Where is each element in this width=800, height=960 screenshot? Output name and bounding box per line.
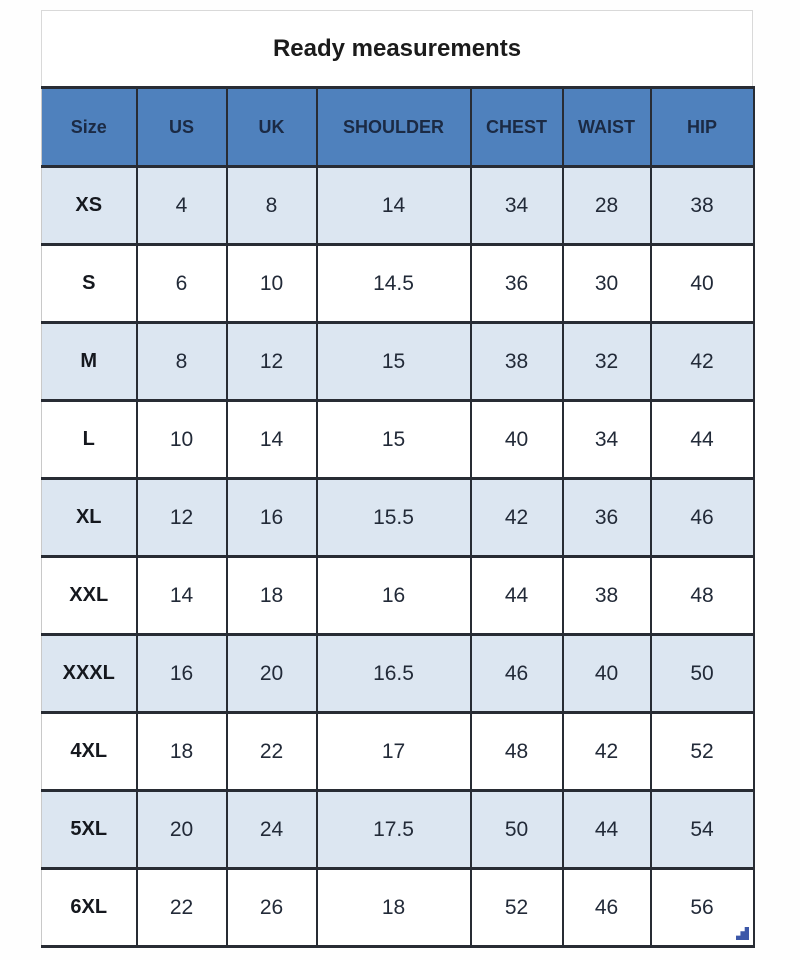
col-header-size: Size <box>41 86 138 168</box>
cell-chest: 46 <box>469 633 564 714</box>
cell-us: 4 <box>135 165 228 246</box>
cell-chest: 42 <box>469 477 564 558</box>
cell-waist: 30 <box>561 243 652 324</box>
row-label-size: S <box>41 243 138 324</box>
cell-shoulder: 14.5 <box>315 243 472 324</box>
cell-hip: 46 <box>649 477 755 558</box>
cell-waist: 28 <box>561 165 652 246</box>
cell-chest: 50 <box>469 789 564 870</box>
cell-shoulder: 15 <box>315 321 472 402</box>
chart-title: Ready measurements <box>272 34 522 62</box>
table-row: 5XL 20 24 17.5 50 44 54 <box>41 789 755 870</box>
cell-chest: 40 <box>469 399 564 480</box>
cell-waist: 40 <box>561 633 652 714</box>
col-header-hip: HIP <box>649 86 755 168</box>
cell-chest: 44 <box>469 555 564 636</box>
cell-waist: 34 <box>561 399 652 480</box>
row-label-size: XL <box>41 477 138 558</box>
cell-waist: 44 <box>561 789 652 870</box>
cell-hip: 40 <box>649 243 755 324</box>
cell-chest: 48 <box>469 711 564 792</box>
cell-us: 8 <box>135 321 228 402</box>
cell-hip: 52 <box>649 711 755 792</box>
header-row: Size US UK SHOULDER CHEST WAIST HIP <box>41 86 755 168</box>
cell-uk: 20 <box>225 633 318 714</box>
row-label-size: M <box>41 321 138 402</box>
cell-shoulder: 16.5 <box>315 633 472 714</box>
cell-us: 22 <box>135 867 228 948</box>
cell-shoulder: 17.5 <box>315 789 472 870</box>
col-header-waist: WAIST <box>561 86 652 168</box>
row-label-size: XXXL <box>41 633 138 714</box>
table-row: L 10 14 15 40 34 44 <box>41 399 755 480</box>
cell-us: 10 <box>135 399 228 480</box>
cell-shoulder: 16 <box>315 555 472 636</box>
size-chart: Ready measurements Size US UK SHOULDER C… <box>41 10 755 948</box>
row-label-size: L <box>41 399 138 480</box>
cell-uk: 22 <box>225 711 318 792</box>
cell-shoulder: 17 <box>315 711 472 792</box>
cell-uk: 24 <box>225 789 318 870</box>
cell-chest: 52 <box>469 867 564 948</box>
cell-us: 18 <box>135 711 228 792</box>
cell-hip: 48 <box>649 555 755 636</box>
table-row: S 6 10 14.5 36 30 40 <box>41 243 755 324</box>
cell-hip: 50 <box>649 633 755 714</box>
cell-hip: 38 <box>649 165 755 246</box>
cell-chest: 38 <box>469 321 564 402</box>
table-row: XL 12 16 15.5 42 36 46 <box>41 477 755 558</box>
table-row: XXL 14 18 16 44 38 48 <box>41 555 755 636</box>
cell-waist: 38 <box>561 555 652 636</box>
cell-hip: 44 <box>649 399 755 480</box>
cell-shoulder: 14 <box>315 165 472 246</box>
cell-us: 20 <box>135 789 228 870</box>
cell-uk: 12 <box>225 321 318 402</box>
size-table: Size US UK SHOULDER CHEST WAIST HIP XS 4… <box>41 86 755 948</box>
row-label-size: XXL <box>41 555 138 636</box>
row-label-size: 6XL <box>41 867 138 948</box>
cell-uk: 10 <box>225 243 318 324</box>
cell-chest: 36 <box>469 243 564 324</box>
table-row: 6XL 22 26 18 52 46 56 <box>41 867 755 948</box>
cell-hip: 54 <box>649 789 755 870</box>
cell-us: 14 <box>135 555 228 636</box>
col-header-shoulder: SHOULDER <box>315 86 472 168</box>
cell-uk: 14 <box>225 399 318 480</box>
cell-us: 6 <box>135 243 228 324</box>
col-header-uk: UK <box>225 86 318 168</box>
row-label-size: XS <box>41 165 138 246</box>
table-row: 4XL 18 22 17 48 42 52 <box>41 711 755 792</box>
table-row: M 8 12 15 38 32 42 <box>41 321 755 402</box>
cell-uk: 18 <box>225 555 318 636</box>
row-label-size: 4XL <box>41 711 138 792</box>
cell-shoulder: 15.5 <box>315 477 472 558</box>
cell-hip: 42 <box>649 321 755 402</box>
cell-waist: 32 <box>561 321 652 402</box>
cell-shoulder: 15 <box>315 399 472 480</box>
col-header-us: US <box>135 86 228 168</box>
chart-title-box: Ready measurements <box>41 10 753 86</box>
cell-uk: 8 <box>225 165 318 246</box>
row-label-size: 5XL <box>41 789 138 870</box>
cell-hip: 56 <box>649 867 755 948</box>
cell-uk: 16 <box>225 477 318 558</box>
cell-waist: 46 <box>561 867 652 948</box>
cell-waist: 36 <box>561 477 652 558</box>
cell-uk: 26 <box>225 867 318 948</box>
table-row: XXXL 16 20 16.5 46 40 50 <box>41 633 755 714</box>
table-row: XS 4 8 14 34 28 38 <box>41 165 755 246</box>
cell-waist: 42 <box>561 711 652 792</box>
cell-us: 16 <box>135 633 228 714</box>
cell-chest: 34 <box>469 165 564 246</box>
col-header-chest: CHEST <box>469 86 564 168</box>
cell-us: 12 <box>135 477 228 558</box>
cell-shoulder: 18 <box>315 867 472 948</box>
